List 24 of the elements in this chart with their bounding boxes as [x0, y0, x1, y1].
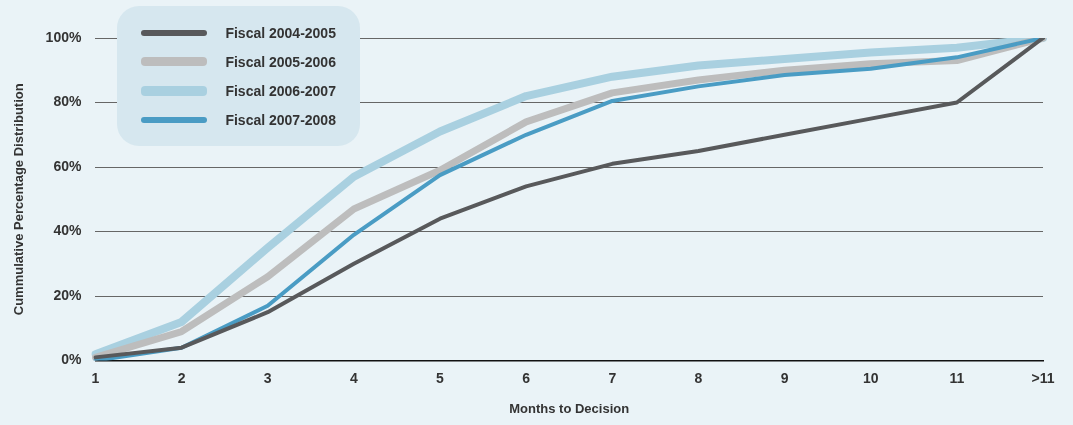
legend-label: Fiscal 2006-2007	[225, 82, 336, 99]
x-tick-label: 9	[780, 369, 789, 386]
x-tick-label: 2	[177, 369, 186, 386]
x-tick-label: 10	[862, 369, 879, 386]
legend-label: Fiscal 2005-2006	[225, 53, 336, 70]
legend-label: Fiscal 2007-2008	[225, 111, 336, 128]
y-tick-label: 20%	[53, 286, 82, 303]
y-axis-title: Cummulative Percentage Distribution	[11, 83, 27, 316]
x-axis-title: Months to Decision	[509, 400, 630, 416]
y-tick-label: 80%	[53, 93, 82, 110]
x-tick-label: 6	[522, 369, 531, 386]
y-tick-label: 0%	[61, 351, 82, 368]
x-tick-label: 3	[263, 369, 272, 386]
x-tick-label: 8	[694, 369, 703, 386]
y-tick-label: 40%	[53, 222, 82, 239]
x-tick-label: >11	[1031, 369, 1055, 386]
x-tick-label: 5	[436, 369, 445, 386]
x-tick-label: 11	[949, 369, 965, 386]
legend-label: Fiscal 2004-2005	[225, 24, 336, 41]
y-tick-label: 60%	[53, 157, 82, 174]
x-tick-label: 7	[608, 369, 617, 386]
x-tick-label: 1	[91, 369, 100, 386]
x-tick-label: 4	[349, 369, 358, 386]
y-tick-label: 100%	[45, 28, 82, 45]
